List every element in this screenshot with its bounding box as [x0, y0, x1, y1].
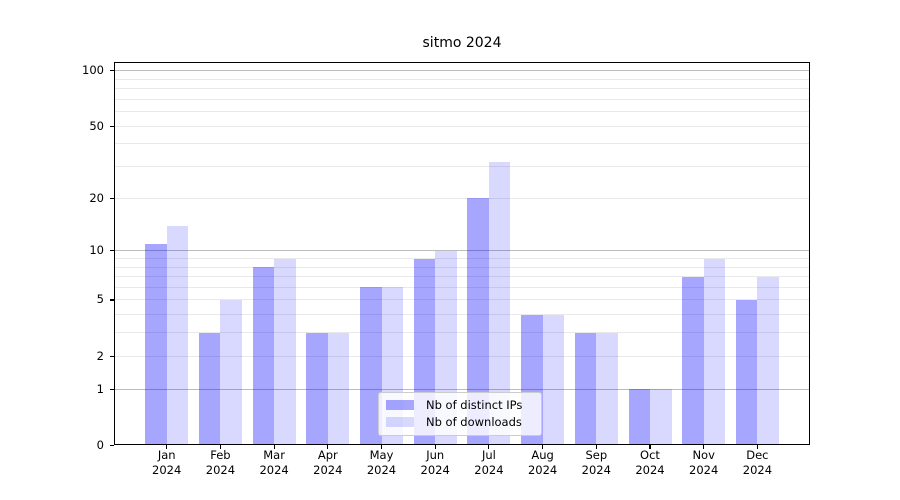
x-tick-mark: [327, 445, 329, 449]
legend-swatch-downloads: [386, 417, 414, 428]
x-tick-label: Jul 2024: [474, 448, 504, 477]
x-tick-mark: [380, 445, 383, 449]
y-gridline-minor: [114, 355, 810, 357]
x-tick-mark: [166, 445, 168, 449]
legend-row-distinct-ips: Nb of distinct IPs: [386, 399, 541, 411]
bar-downloads: [327, 332, 350, 445]
y-gridline-minor: [114, 166, 810, 168]
y-gridline-minor: [114, 111, 810, 113]
y-gridline-minor: [114, 98, 810, 100]
bar-downloads: [703, 258, 726, 445]
chart-title: sitmo 2024: [422, 35, 502, 51]
y-gridline-major: [114, 250, 810, 252]
bar-downloads: [274, 258, 296, 445]
y-gridline-minor: [114, 276, 810, 278]
x-tick-label: May 2024: [366, 448, 397, 477]
x-tick-label: Apr 2024: [313, 448, 343, 477]
y-tick-label: 50: [89, 118, 104, 133]
y-gridline-minor: [114, 88, 810, 90]
legend-swatch-distinct-ips: [386, 400, 414, 411]
y-tick-label: 0: [96, 438, 104, 452]
bar-distinct-ips: [252, 267, 275, 445]
y-tick-mark: [109, 250, 114, 252]
bar-distinct-ips: [467, 198, 489, 445]
legend: Nb of distinct IPs Nb of downloads: [378, 391, 542, 436]
x-tick-label: Feb 2024: [205, 448, 236, 477]
bar-downloads: [166, 225, 189, 445]
y-gridline-minor: [114, 314, 810, 316]
y-gridline-minor: [114, 125, 810, 127]
y-tick-mark: [109, 197, 114, 199]
x-tick-mark: [219, 445, 221, 449]
y-gridline-minor: [114, 258, 810, 259]
bar-distinct-ips: [574, 332, 597, 445]
x-tick-label: Jan 2024: [152, 448, 182, 477]
legend-label-distinct-ips: Nb of distinct IPs: [426, 398, 523, 413]
y-gridline-major: [114, 388, 810, 390]
y-gridline-minor: [114, 286, 810, 288]
bar-downloads: [220, 299, 242, 445]
bar-downloads: [596, 332, 618, 445]
bar-downloads: [650, 389, 672, 445]
y-tick-label: 10: [89, 243, 104, 258]
y-gridline-minor: [114, 266, 810, 268]
x-tick-mark: [595, 445, 597, 449]
y-gridline-minor: [114, 299, 810, 301]
x-tick-label: Sep 2024: [581, 448, 611, 477]
bar-distinct-ips: [682, 276, 704, 445]
x-tick-label: Nov 2024: [689, 448, 719, 477]
y-tick-label: 5: [96, 292, 104, 307]
y-gridline-minor: [114, 143, 810, 145]
y-tick-label: 20: [89, 190, 104, 205]
y-tick-label: 1: [96, 381, 104, 396]
bar-distinct-ips: [306, 332, 328, 445]
y-tick-mark: [109, 299, 114, 301]
x-tick-label: Dec 2024: [742, 448, 773, 477]
x-tick-label: Mar 2024: [259, 448, 289, 477]
y-tick-mark: [109, 444, 114, 447]
legend-label-downloads: Nb of downloads: [426, 415, 522, 430]
bar-downloads: [542, 314, 565, 445]
x-tick-label: Jun 2024: [420, 448, 450, 477]
y-tick-mark: [109, 125, 114, 127]
y-tick-mark: [109, 388, 114, 390]
bar-distinct-ips: [628, 389, 650, 445]
x-tick-label: Oct 2024: [635, 448, 665, 477]
y-tick-label: 2: [96, 348, 104, 363]
legend-row-downloads: Nb of downloads: [386, 416, 541, 428]
bar-distinct-ips: [198, 332, 221, 445]
bar-downloads: [757, 276, 779, 445]
y-tick-label: 100: [82, 63, 104, 78]
bar-distinct-ips: [735, 299, 758, 445]
x-tick-label: Aug 2024: [527, 448, 558, 477]
y-gridline-minor: [114, 197, 810, 199]
bar-distinct-ips: [145, 243, 167, 445]
bar-downloads: [488, 161, 511, 445]
y-gridline-minor: [114, 332, 810, 334]
x-tick-mark: [488, 445, 490, 449]
y-tick-mark: [109, 70, 114, 72]
x-tick-mark: [434, 445, 436, 449]
y-gridline-major: [114, 70, 810, 72]
x-tick-mark: [703, 445, 705, 449]
x-tick-mark: [542, 445, 544, 449]
y-gridline-minor: [114, 78, 810, 80]
x-tick-mark: [273, 445, 275, 449]
x-tick-mark: [649, 445, 651, 449]
x-tick-mark: [756, 445, 758, 449]
bar-distinct-ips: [360, 287, 382, 445]
y-tick-mark: [109, 355, 114, 357]
